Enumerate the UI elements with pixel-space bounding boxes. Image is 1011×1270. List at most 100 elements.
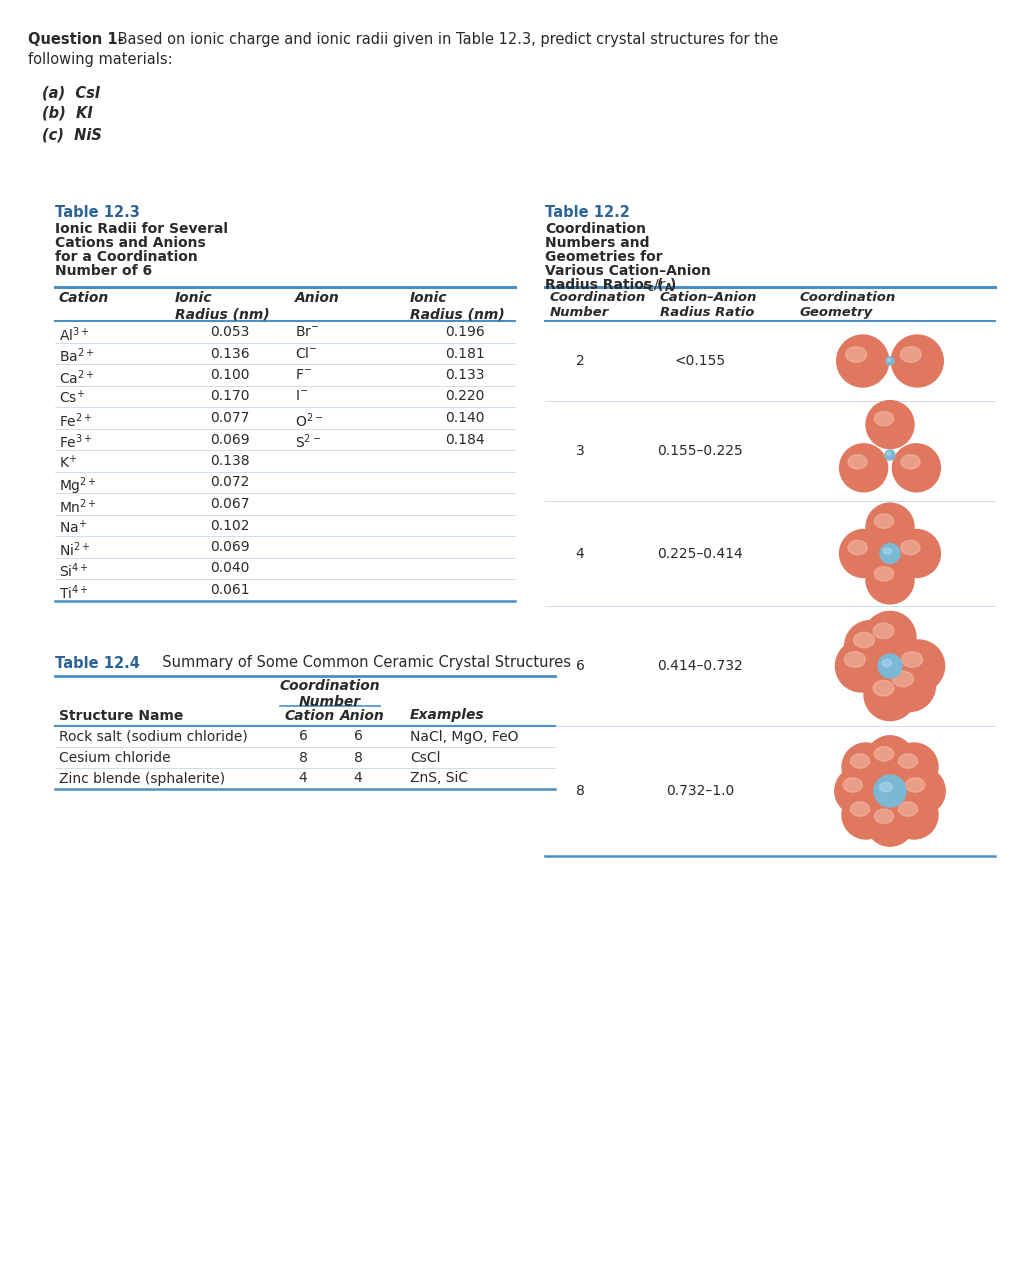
Text: Ba$^{2+}$: Ba$^{2+}$ bbox=[59, 347, 94, 364]
Text: Cesium chloride: Cesium chloride bbox=[59, 751, 171, 765]
Text: (c)  NiS: (c) NiS bbox=[42, 127, 102, 142]
Circle shape bbox=[889, 791, 937, 839]
Circle shape bbox=[865, 400, 913, 448]
Text: Fe$^{2+}$: Fe$^{2+}$ bbox=[59, 411, 93, 429]
Ellipse shape bbox=[874, 566, 893, 582]
Text: Ionic
Radius (nm): Ionic Radius (nm) bbox=[175, 291, 270, 321]
Ellipse shape bbox=[849, 754, 868, 768]
Text: Ti$^{4+}$: Ti$^{4+}$ bbox=[59, 583, 89, 602]
Circle shape bbox=[891, 335, 942, 387]
Text: 0.072: 0.072 bbox=[210, 475, 250, 489]
Text: 6: 6 bbox=[298, 729, 307, 743]
Text: 0.414–0.732: 0.414–0.732 bbox=[656, 659, 742, 673]
Text: Table 12.3: Table 12.3 bbox=[55, 204, 140, 220]
Text: 4: 4 bbox=[575, 546, 583, 560]
Ellipse shape bbox=[874, 747, 893, 761]
Text: 0.732–1.0: 0.732–1.0 bbox=[665, 784, 733, 798]
Circle shape bbox=[880, 544, 899, 564]
Text: Coordination
Number: Coordination Number bbox=[279, 678, 380, 709]
Text: 6: 6 bbox=[575, 659, 584, 673]
Text: Cl$^{-}$: Cl$^{-}$ bbox=[295, 347, 317, 362]
Text: 0.184: 0.184 bbox=[445, 433, 484, 447]
Ellipse shape bbox=[900, 455, 919, 469]
Circle shape bbox=[843, 621, 896, 673]
Text: Ni$^{2+}$: Ni$^{2+}$ bbox=[59, 540, 90, 559]
Text: Ionic
Radius (nm): Ionic Radius (nm) bbox=[409, 291, 504, 321]
Ellipse shape bbox=[900, 540, 919, 555]
Text: Cs$^{+}$: Cs$^{+}$ bbox=[59, 390, 85, 406]
Ellipse shape bbox=[882, 659, 891, 667]
Text: Cation–Anion
Radius Ratio: Cation–Anion Radius Ratio bbox=[659, 291, 756, 319]
Circle shape bbox=[892, 530, 939, 578]
Circle shape bbox=[892, 443, 939, 491]
Text: Radius Ratios (: Radius Ratios ( bbox=[545, 278, 663, 292]
Text: Rock salt (sodium chloride): Rock salt (sodium chloride) bbox=[59, 729, 248, 743]
Text: 0.069: 0.069 bbox=[210, 433, 250, 447]
Text: Na$^{+}$: Na$^{+}$ bbox=[59, 518, 87, 536]
Ellipse shape bbox=[879, 782, 892, 791]
Circle shape bbox=[863, 611, 915, 663]
Text: Ionic Radii for Several: Ionic Radii for Several bbox=[55, 222, 227, 236]
Text: 0.061: 0.061 bbox=[210, 583, 250, 597]
Text: 0.040: 0.040 bbox=[210, 561, 250, 575]
Ellipse shape bbox=[905, 777, 924, 792]
Text: I$^{-}$: I$^{-}$ bbox=[295, 390, 308, 404]
Circle shape bbox=[834, 640, 887, 692]
Ellipse shape bbox=[872, 681, 893, 696]
Text: ZnS, SiC: ZnS, SiC bbox=[409, 771, 468, 786]
Circle shape bbox=[865, 799, 913, 846]
Text: Number of 6: Number of 6 bbox=[55, 264, 152, 278]
Ellipse shape bbox=[901, 652, 922, 667]
Text: Cations and Anions: Cations and Anions bbox=[55, 236, 205, 250]
Text: O$^{2-}$: O$^{2-}$ bbox=[295, 411, 323, 429]
Text: 0.225–0.414: 0.225–0.414 bbox=[656, 546, 742, 560]
Text: Table 12.2: Table 12.2 bbox=[545, 204, 629, 220]
Ellipse shape bbox=[892, 672, 913, 687]
Circle shape bbox=[885, 450, 894, 460]
Ellipse shape bbox=[849, 801, 868, 817]
Ellipse shape bbox=[842, 777, 861, 792]
Circle shape bbox=[865, 735, 913, 784]
Text: Summary of Some Common Ceramic Crystal Structures: Summary of Some Common Ceramic Crystal S… bbox=[153, 655, 570, 671]
Circle shape bbox=[889, 743, 937, 791]
Text: Coordination
Geometry: Coordination Geometry bbox=[800, 291, 896, 319]
Text: K$^{+}$: K$^{+}$ bbox=[59, 453, 77, 471]
Circle shape bbox=[878, 654, 901, 678]
Circle shape bbox=[865, 503, 913, 551]
Text: <0.155: <0.155 bbox=[673, 354, 725, 368]
Text: F$^{-}$: F$^{-}$ bbox=[295, 368, 312, 382]
Text: Coordination: Coordination bbox=[545, 222, 645, 236]
Text: (a)  CsI: (a) CsI bbox=[42, 85, 100, 100]
Circle shape bbox=[874, 775, 905, 806]
Text: 2: 2 bbox=[575, 354, 583, 368]
Text: S$^{2-}$: S$^{2-}$ bbox=[295, 433, 320, 451]
Text: Zinc blende (sphalerite): Zinc blende (sphalerite) bbox=[59, 771, 224, 786]
Ellipse shape bbox=[847, 540, 866, 555]
Text: 0.133: 0.133 bbox=[445, 368, 484, 382]
Text: Mn$^{2+}$: Mn$^{2+}$ bbox=[59, 497, 97, 516]
Text: Question 1-: Question 1- bbox=[28, 32, 123, 47]
Ellipse shape bbox=[883, 547, 891, 554]
Text: CsCl: CsCl bbox=[409, 751, 440, 765]
Text: 0.138: 0.138 bbox=[210, 453, 250, 469]
Text: Si$^{4+}$: Si$^{4+}$ bbox=[59, 561, 89, 580]
Text: Anion: Anion bbox=[340, 709, 384, 723]
Text: $r_\mathregular{c}/r_\mathregular{A}$: $r_\mathregular{c}/r_\mathregular{A}$ bbox=[641, 278, 673, 295]
Text: for a Coordination: for a Coordination bbox=[55, 250, 197, 264]
Circle shape bbox=[839, 443, 887, 491]
Text: ): ) bbox=[669, 278, 675, 292]
Circle shape bbox=[863, 668, 915, 720]
Circle shape bbox=[839, 530, 887, 578]
Text: 6: 6 bbox=[353, 729, 362, 743]
Ellipse shape bbox=[887, 359, 890, 361]
Text: (b)  KI: (b) KI bbox=[42, 105, 93, 121]
Text: Examples: Examples bbox=[409, 709, 484, 723]
Text: 8: 8 bbox=[575, 784, 584, 798]
Text: Geometries for: Geometries for bbox=[545, 250, 662, 264]
Text: 0.140: 0.140 bbox=[445, 411, 484, 425]
Ellipse shape bbox=[852, 632, 874, 648]
Text: 0.077: 0.077 bbox=[210, 411, 250, 425]
Circle shape bbox=[897, 767, 944, 815]
Ellipse shape bbox=[843, 652, 864, 667]
Circle shape bbox=[883, 659, 934, 711]
